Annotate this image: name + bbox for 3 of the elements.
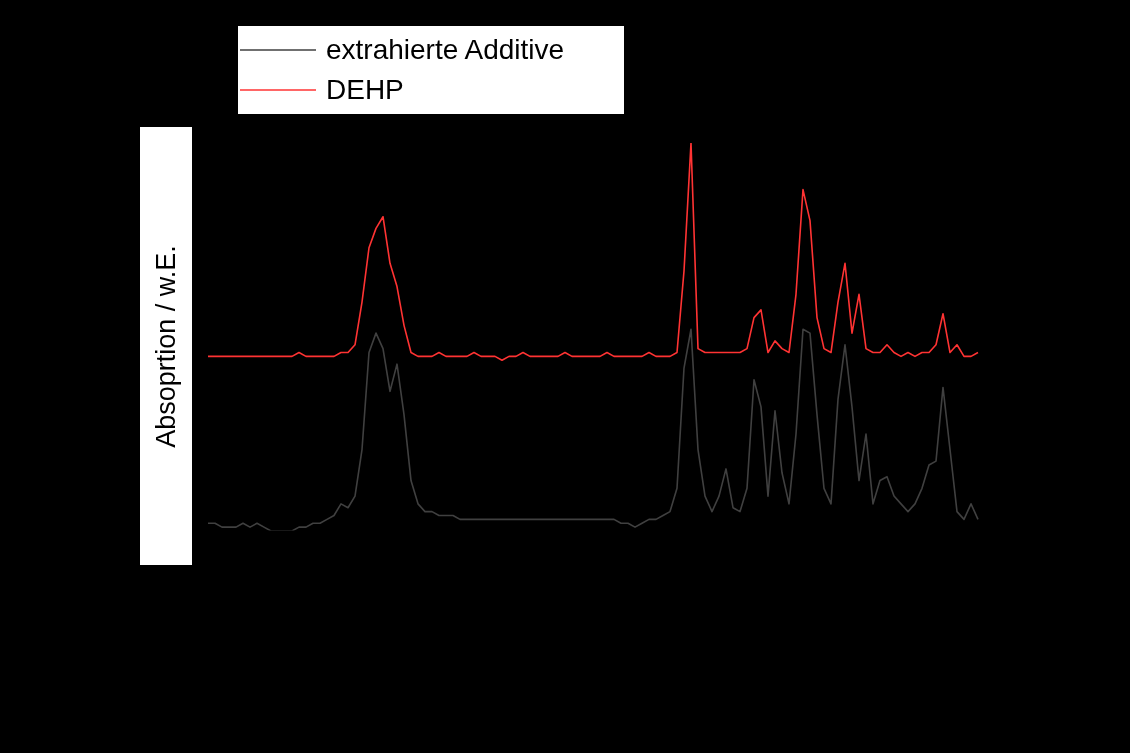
legend-label: DEHP xyxy=(326,74,404,106)
y-axis-title: Absoprtion / w.E. xyxy=(150,244,182,448)
legend-label: extrahierte Additive xyxy=(326,34,565,66)
